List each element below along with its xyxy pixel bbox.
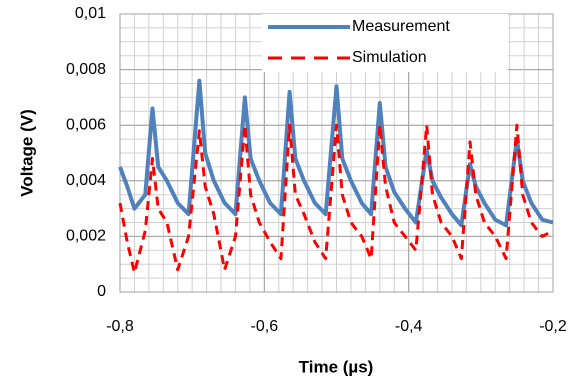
y-tick-label: 0,004 xyxy=(66,172,106,189)
y-tick-label: 0,006 xyxy=(66,116,106,133)
x-tick-label: -0,6 xyxy=(251,318,279,335)
y-tick-label: 0,01 xyxy=(75,5,106,22)
x-axis-title: Time (µs) xyxy=(299,357,374,376)
y-tick-label: 0,002 xyxy=(66,228,106,245)
y-tick-label: 0 xyxy=(97,283,106,300)
y-tick-label: 0,008 xyxy=(66,61,106,78)
data-line xyxy=(118,123,554,275)
x-tick-label: -0,2 xyxy=(539,318,567,335)
x-tick-label: -0,8 xyxy=(106,318,134,335)
legend-box xyxy=(262,14,508,72)
x-tick-label: -0,4 xyxy=(395,318,423,335)
y-axis-title: Voltage (V) xyxy=(17,109,36,197)
legend-label: Simulation xyxy=(352,49,427,66)
legend-label: Measurement xyxy=(352,18,450,35)
